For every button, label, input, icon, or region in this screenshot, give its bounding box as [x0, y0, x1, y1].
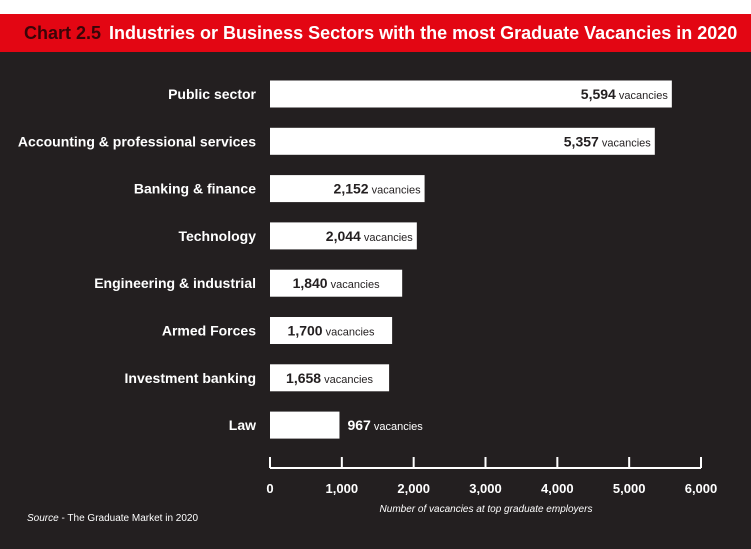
data-label-unit: vacancies: [616, 90, 668, 102]
bar: [270, 364, 390, 392]
source-note: Source - The Graduate Market in 2020: [27, 513, 198, 524]
bar: [270, 317, 393, 344]
data-label-unit: vacancies: [371, 421, 423, 433]
data-label: 2,044 vacancies: [326, 228, 414, 244]
data-label: 5,594 vacancies: [581, 86, 669, 102]
bar: [270, 80, 672, 108]
x-tick-label: 3,000: [469, 481, 502, 496]
data-label-value: 5,594: [581, 86, 616, 102]
bar: [270, 175, 425, 203]
data-label-unit: vacancies: [361, 232, 413, 244]
category-label: Technology: [178, 228, 256, 244]
data-label-value: 1,658: [286, 370, 321, 386]
category-label: Public sector: [168, 86, 256, 102]
x-tick-label: 1,000: [326, 481, 359, 496]
data-label: 1,658 vacancies: [286, 370, 374, 386]
data-label-value: 2,152: [334, 181, 369, 197]
category-label: Accounting & professional services: [18, 133, 256, 149]
category-label: Banking & finance: [134, 181, 256, 197]
chart-title: Industries or Business Sectors with the …: [109, 22, 738, 43]
data-label-value: 1,700: [288, 323, 323, 339]
data-label-value: 967: [347, 417, 371, 433]
bar: [270, 411, 340, 439]
data-label-value: 1,840: [293, 275, 328, 291]
data-label: 2,152 vacancies: [334, 181, 422, 197]
source-separator: -: [58, 513, 68, 524]
category-label: Law: [229, 417, 256, 433]
x-tick-label: 2,000: [397, 481, 430, 496]
source-label: Source: [27, 513, 59, 524]
category-label: Engineering & industrial: [94, 275, 256, 291]
x-axis-label: Number of vacancies at top graduate empl…: [380, 504, 593, 515]
data-label-value: 5,357: [564, 133, 599, 149]
bar: [270, 269, 403, 297]
source-text: The Graduate Market in 2020: [67, 513, 199, 524]
bar: [270, 222, 417, 250]
data-label-unit: vacancies: [369, 185, 421, 197]
chart-number: Chart 2.5: [24, 22, 102, 43]
category-label: Armed Forces: [162, 323, 256, 339]
chart-header: Chart 2.5 Industries or Business Sectors…: [0, 14, 751, 52]
bar-chart-plot: Public sector 5,594 vacancies Accounting &…: [18, 80, 718, 515]
chart-panel: Public sector 5,594 vacancies Accounting &…: [0, 52, 751, 549]
data-label-unit: vacancies: [599, 137, 651, 149]
x-tick-label: 6,000: [685, 481, 718, 496]
bar: [270, 127, 655, 155]
data-label-unit: vacancies: [321, 374, 373, 386]
x-tick-label: 0: [266, 481, 273, 496]
category-label: Investment banking: [125, 370, 256, 386]
data-label: 1,840 vacancies: [293, 275, 381, 291]
data-label-unit: vacancies: [328, 279, 380, 291]
data-label: 5,357 vacancies: [564, 133, 652, 149]
data-label-value: 2,044: [326, 228, 361, 244]
data-label: 967 vacancies: [347, 417, 423, 433]
x-tick-label: 4,000: [541, 481, 574, 496]
x-tick-label: 5,000: [613, 481, 646, 496]
data-label-unit: vacancies: [323, 327, 375, 339]
data-label: 1,700 vacancies: [288, 323, 376, 339]
